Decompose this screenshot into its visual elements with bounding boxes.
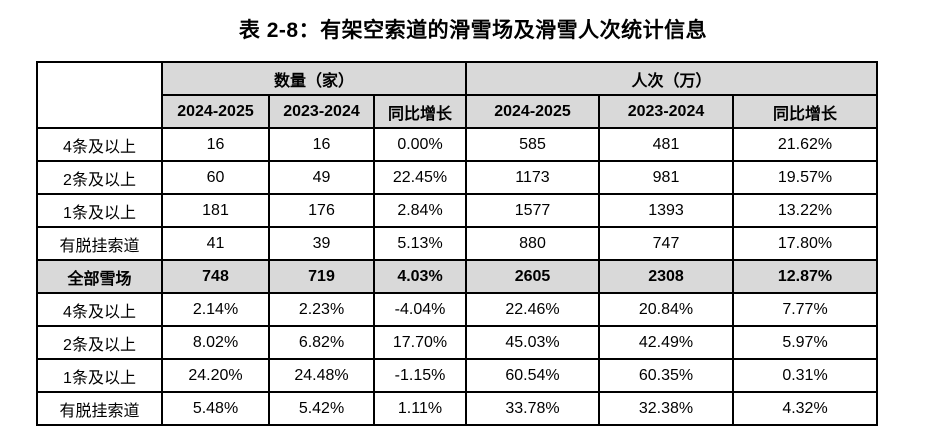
row-label: 2条及以上 — [36, 160, 163, 195]
data-cell: 41 — [161, 226, 270, 261]
data-cell: 20.84% — [598, 292, 734, 327]
data-cell: 60 — [161, 160, 270, 195]
row-label: 4条及以上 — [36, 292, 163, 327]
row-label: 全部雪场 — [36, 259, 163, 294]
data-cell: 22.45% — [373, 160, 467, 195]
table-row: 1条及以上 24.20% 24.48% -1.15% 60.54% 60.35% 0.31% — [36, 358, 878, 393]
data-cell: 4.32% — [732, 391, 878, 426]
data-cell: 2308 — [598, 259, 734, 294]
data-cell: 60.54% — [465, 358, 600, 393]
data-cell: 45.03% — [465, 325, 600, 360]
data-cell: 19.57% — [732, 160, 878, 195]
data-cell: 60.35% — [598, 358, 734, 393]
data-cell: 5.97% — [732, 325, 878, 360]
column-header: 2024-2025 — [465, 94, 600, 129]
data-cell: -1.15% — [373, 358, 467, 393]
table-row: 有脱挂索道 41 39 5.13% 880 747 17.80% — [36, 226, 878, 261]
data-cell: 2.84% — [373, 193, 467, 228]
data-cell: 981 — [598, 160, 734, 195]
data-cell: 32.38% — [598, 391, 734, 426]
data-cell: 481 — [598, 127, 734, 162]
row-label: 有脱挂索道 — [36, 226, 163, 261]
data-cell: 12.87% — [732, 259, 878, 294]
data-cell: 8.02% — [161, 325, 270, 360]
data-cell: 13.22% — [732, 193, 878, 228]
group-header-visits: 人次（万） — [465, 61, 878, 96]
data-cell: 0.00% — [373, 127, 467, 162]
data-cell: 1577 — [465, 193, 600, 228]
data-cell: 33.78% — [465, 391, 600, 426]
page-title: 表 2-8：有架空索道的滑雪场及滑雪人次统计信息 — [238, 19, 708, 42]
data-cell: 176 — [268, 193, 375, 228]
column-header: 同比增长 — [732, 94, 878, 129]
column-header: 同比增长 — [373, 94, 467, 129]
data-cell: 24.20% — [161, 358, 270, 393]
table-row: 有脱挂索道 5.48% 5.42% 1.11% 33.78% 32.38% 4.32% — [36, 391, 878, 426]
table-row: 1条及以上 181 176 2.84% 1577 1393 13.22% — [36, 193, 878, 228]
stats-table: 数量（家） 人次（万） 2024-2025 2023-2024 同比增长 2024-2… — [36, 61, 878, 426]
data-cell: 1393 — [598, 193, 734, 228]
data-cell: 1173 — [465, 160, 600, 195]
table-row: 4条及以上 16 16 0.00% 585 481 21.62% — [36, 127, 878, 162]
data-cell: 42.49% — [598, 325, 734, 360]
group-header-row: 数量（家） 人次（万） — [36, 61, 878, 129]
data-cell: 39 — [268, 226, 375, 261]
table-row: 2条及以上 8.02% 6.82% 17.70% 45.03% 42.49% 5.97% — [36, 325, 878, 360]
table-row: 4条及以上 2.14% 2.23% -4.04% 22.46% 20.84% 7.77% — [36, 292, 878, 327]
data-cell: 2.23% — [268, 292, 375, 327]
data-cell: 5.42% — [268, 391, 375, 426]
data-cell: 5.48% — [161, 391, 270, 426]
data-cell: 880 — [465, 226, 600, 261]
data-cell: 4.03% — [373, 259, 467, 294]
data-cell: 748 — [161, 259, 270, 294]
corner-cell — [36, 61, 163, 129]
group-header-quantity: 数量（家） — [161, 61, 467, 96]
data-cell: 6.82% — [268, 325, 375, 360]
row-label: 2条及以上 — [36, 325, 163, 360]
data-cell: 24.48% — [268, 358, 375, 393]
column-header-row: 2024-2025 2023-2024 同比增长 2024-2025 2023-2024… — [37, 94, 878, 129]
data-cell: 49 — [268, 160, 375, 195]
table-row: 2条及以上 60 49 22.45% 1173 981 19.57% — [36, 160, 878, 195]
data-cell: 0.31% — [732, 358, 878, 393]
row-label: 1条及以上 — [36, 193, 163, 228]
data-cell: 17.80% — [732, 226, 878, 261]
data-cell: 16 — [268, 127, 375, 162]
data-cell: 181 — [161, 193, 270, 228]
data-cell: 17.70% — [373, 325, 467, 360]
data-cell: -4.04% — [373, 292, 467, 327]
row-label: 4条及以上 — [36, 127, 163, 162]
table-row: 全部雪场 748 719 4.03% 2605 2308 12.87% — [36, 259, 878, 294]
data-cell: 2605 — [465, 259, 600, 294]
row-label: 1条及以上 — [36, 358, 163, 393]
data-cell: 585 — [465, 127, 600, 162]
data-cell: 5.13% — [373, 226, 467, 261]
column-header: 2023-2024 — [598, 94, 734, 129]
row-label: 有脱挂索道 — [36, 391, 163, 426]
column-header: 2023-2024 — [268, 94, 375, 129]
data-cell: 7.77% — [732, 292, 878, 327]
data-cell: 21.62% — [732, 127, 878, 162]
data-cell: 16 — [161, 127, 270, 162]
data-cell: 2.14% — [161, 292, 270, 327]
data-cell: 747 — [598, 226, 734, 261]
data-cell: 22.46% — [465, 292, 600, 327]
data-cell: 719 — [268, 259, 375, 294]
column-header: 2024-2025 — [161, 94, 270, 129]
data-cell: 1.11% — [373, 391, 467, 426]
